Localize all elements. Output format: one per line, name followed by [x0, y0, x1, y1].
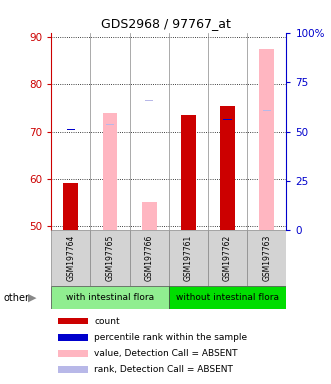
Text: rank, Detection Call = ABSENT: rank, Detection Call = ABSENT	[94, 365, 233, 374]
Bar	[59, 318, 88, 324]
Bar	[106, 124, 114, 125]
Text: GSM197765: GSM197765	[106, 235, 115, 281]
Text: percentile rank within the sample: percentile rank within the sample	[94, 333, 247, 342]
Bar	[169, 286, 286, 309]
Text: ▶: ▶	[28, 293, 37, 303]
Bar	[64, 183, 78, 230]
Bar	[142, 202, 157, 230]
Text: value, Detection Call = ABSENT: value, Detection Call = ABSENT	[94, 349, 238, 358]
Bar	[223, 119, 232, 120]
Text: GSM197766: GSM197766	[145, 235, 154, 281]
Bar	[130, 230, 169, 286]
Text: GSM197764: GSM197764	[67, 235, 75, 281]
Bar	[181, 115, 196, 230]
Text: GSM197761: GSM197761	[184, 235, 193, 281]
Text: without intestinal flora: without intestinal flora	[176, 293, 279, 302]
Bar	[208, 230, 247, 286]
Text: GDS2968 / 97767_at: GDS2968 / 97767_at	[101, 17, 230, 30]
Bar	[247, 230, 286, 286]
Text: other: other	[3, 293, 29, 303]
Text: GSM197763: GSM197763	[262, 235, 271, 281]
Bar	[220, 106, 235, 230]
Bar	[59, 334, 88, 341]
Text: GSM197762: GSM197762	[223, 235, 232, 281]
Bar	[51, 286, 169, 309]
Bar	[259, 49, 274, 230]
Bar	[169, 230, 208, 286]
Bar	[90, 230, 130, 286]
Bar	[262, 110, 271, 111]
Text: count: count	[94, 316, 119, 326]
Text: with intestinal flora: with intestinal flora	[66, 293, 154, 302]
Bar	[59, 350, 88, 357]
Bar	[51, 230, 90, 286]
Bar	[59, 366, 88, 373]
Bar	[103, 113, 118, 230]
